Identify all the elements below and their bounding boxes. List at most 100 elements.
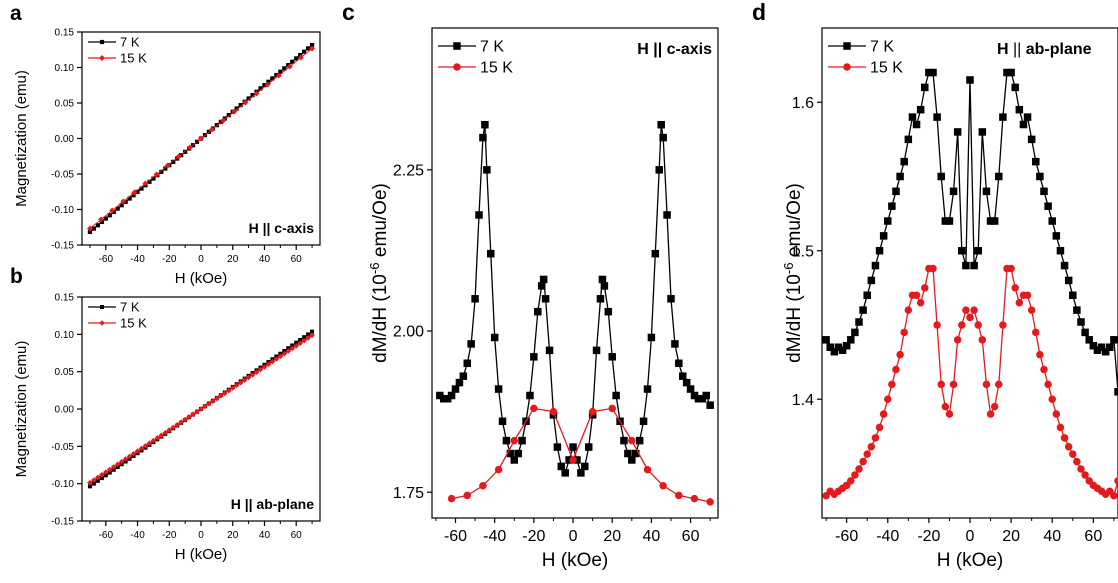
data-point: [1015, 298, 1024, 307]
data-point: [706, 401, 714, 409]
y-axis-label: dM/dH (10-6 emu/Oe): [367, 183, 391, 363]
data-point: [600, 282, 609, 290]
data-point: [675, 359, 683, 368]
legend: 7 K15 K: [828, 39, 903, 77]
data-point: [502, 436, 511, 445]
data-point: [198, 406, 204, 412]
data-point: [249, 371, 256, 378]
y-tick-label: -0.05: [51, 442, 74, 453]
data-point: [506, 449, 515, 458]
data-point: [921, 83, 929, 92]
data-point: [146, 440, 153, 447]
data-point: [127, 196, 132, 201]
data-point: [261, 364, 268, 370]
data-point: [147, 179, 152, 184]
data-point: [573, 456, 581, 464]
data-point: [1069, 291, 1077, 300]
data-point: [643, 385, 652, 393]
y-tick-label: -0.10: [51, 479, 74, 490]
data-point: [830, 347, 839, 356]
y-tick-label: 2.00: [393, 324, 424, 341]
data-point: [682, 378, 691, 387]
data-point: [655, 166, 663, 174]
data-point: [1093, 346, 1102, 354]
data-point: [1052, 410, 1061, 418]
data-point: [163, 166, 168, 171]
field-direction-annotation: H || ab-plane: [231, 496, 315, 512]
data-point: [231, 108, 238, 115]
data-point: [436, 391, 444, 400]
legend-marker: [453, 63, 461, 71]
data-point: [1036, 172, 1044, 181]
data-point: [526, 391, 534, 400]
data-point: [131, 189, 138, 196]
data-point: [539, 275, 548, 284]
data-point: [241, 377, 248, 383]
data-point: [107, 470, 112, 475]
data-point: [851, 328, 859, 337]
data-point: [659, 133, 667, 142]
data-point: [229, 385, 236, 391]
data-point: [99, 476, 104, 481]
data-point: [190, 411, 196, 418]
series-15k: [87, 332, 315, 486]
data-point: [1003, 68, 1011, 77]
x-axis-label: H (kOe): [542, 550, 609, 571]
data-point: [99, 219, 104, 225]
x-tick-label: 20: [603, 528, 621, 545]
data-point: [87, 484, 92, 489]
x-tick-label: 40: [642, 528, 660, 545]
data-point: [262, 83, 267, 88]
y-axis-label-main: dM/dH (10: [370, 274, 391, 363]
legend-marker: [843, 42, 851, 50]
data-point: [103, 469, 109, 475]
legend: 7 K15 K: [88, 35, 147, 66]
legend-label: 7 K: [870, 39, 894, 56]
data-point: [916, 105, 925, 114]
data-point: [896, 172, 904, 181]
y-tick-label: 1.4: [792, 392, 814, 409]
data-point: [534, 307, 542, 316]
data-point: [667, 295, 675, 303]
data-point: [1060, 434, 1069, 442]
legend-marker: [100, 305, 104, 309]
data-point: [475, 211, 483, 219]
data-point: [838, 346, 847, 354]
x-tick-label: -60: [444, 528, 467, 545]
data-point: [937, 380, 945, 389]
data-point: [293, 343, 299, 349]
y-tick-label: 0.05: [55, 367, 75, 378]
annotation-field: H: [997, 41, 1013, 58]
data-point: [253, 90, 260, 97]
data-point: [225, 387, 232, 394]
data-point: [510, 436, 519, 445]
x-tick-label: 60: [682, 528, 700, 545]
data-point: [514, 449, 522, 458]
data-point: [929, 264, 937, 273]
data-point: [139, 186, 144, 191]
x-tick-label: 40: [259, 254, 271, 265]
data-point: [690, 494, 699, 503]
data-point: [275, 72, 282, 79]
data-point: [962, 306, 970, 314]
x-tick-label: -40: [130, 530, 145, 541]
data-point: [463, 359, 472, 368]
data-point: [115, 206, 120, 211]
data-point: [1007, 264, 1015, 273]
data-point: [1101, 347, 1110, 356]
data-point: [847, 336, 855, 344]
x-axis-label: H (kOe): [175, 546, 228, 563]
data-point: [91, 481, 96, 486]
data-point: [455, 378, 464, 387]
data-point: [95, 223, 100, 228]
data-point: [549, 407, 558, 416]
data-point: [253, 369, 260, 375]
data-point: [671, 340, 679, 348]
data-point: [170, 424, 177, 431]
y-tick-label: -0.10: [51, 205, 74, 216]
data-point: [111, 467, 116, 472]
data-point: [131, 193, 136, 198]
data-point: [847, 477, 855, 485]
data-point: [198, 135, 204, 142]
panel-label: d: [752, 0, 766, 25]
